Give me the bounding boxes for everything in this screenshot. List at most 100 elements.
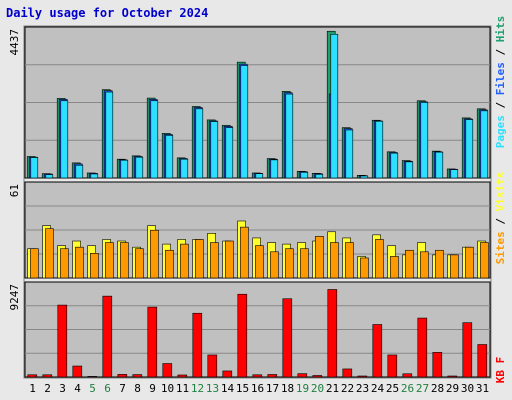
bar-kbytes — [87, 376, 98, 378]
day-label: 9 — [149, 382, 156, 395]
panel-2: 61 — [8, 181, 491, 279]
bar-kbytes — [57, 304, 68, 378]
legend-sites-visits: Sites / Visits — [494, 172, 507, 265]
bar-pages — [60, 100, 69, 179]
bar-kbytes — [207, 354, 218, 378]
day-label: 11 — [176, 382, 189, 395]
bar-kbytes — [42, 374, 53, 378]
bar-kbytes — [417, 317, 428, 378]
bar-kbytes — [432, 352, 443, 378]
day-label: 3 — [59, 382, 66, 395]
ymax-label: 9247 — [8, 284, 21, 311]
bar-pages — [435, 151, 444, 179]
bar-sites — [180, 243, 189, 279]
bar-pages — [120, 159, 129, 179]
bar-pages — [285, 93, 294, 179]
bar-pages — [270, 159, 279, 179]
bar-kbytes — [147, 306, 158, 378]
bar-sites — [450, 254, 459, 279]
day-label: 20 — [311, 382, 324, 395]
bar-kbytes — [102, 295, 113, 378]
day-label: 29 — [446, 382, 459, 395]
ymax-label: 61 — [8, 184, 21, 197]
day-label: 1 — [29, 382, 36, 395]
legend-pages-files-hits-part: Files — [494, 62, 507, 95]
bar-pages — [300, 171, 309, 179]
bar-sites — [405, 249, 414, 279]
bar-pages — [330, 33, 339, 179]
bar-sites — [435, 249, 444, 279]
bar-kbytes — [357, 375, 368, 378]
bar-sites — [195, 239, 204, 279]
bar-kbytes — [222, 370, 233, 378]
bar-sites — [225, 240, 234, 279]
bar-sites — [60, 248, 69, 279]
bar-kbytes — [462, 322, 473, 378]
day-label: 24 — [371, 382, 385, 395]
bar-sites — [105, 242, 114, 279]
day-label: 2 — [44, 382, 51, 395]
day-label: 25 — [386, 382, 399, 395]
day-label: 14 — [221, 382, 235, 395]
bar-sites — [375, 239, 384, 279]
bar-sites — [270, 251, 279, 279]
day-label: 19 — [296, 382, 309, 395]
ymax-label: 4437 — [8, 29, 21, 56]
day-label: 23 — [356, 382, 369, 395]
bar-pages — [480, 110, 489, 179]
bar-pages — [75, 164, 84, 179]
bar-pages — [390, 152, 399, 179]
panel-3: 9247 — [8, 281, 491, 378]
bar-kbytes — [312, 375, 323, 378]
bar-kbytes — [117, 374, 128, 378]
bar-kbytes — [192, 312, 203, 378]
bar-pages — [45, 174, 54, 179]
bar-pages — [180, 158, 189, 179]
legend-kbytes: KB F — [494, 357, 507, 384]
bar-sites — [120, 242, 129, 279]
bar-pages — [225, 127, 234, 179]
bar-pages — [105, 91, 114, 179]
bar-sites — [345, 242, 354, 279]
day-label: 4 — [74, 382, 81, 395]
day-label: 7 — [119, 382, 126, 395]
bar-pages — [30, 157, 39, 179]
bar-kbytes — [132, 374, 143, 378]
bar-kbytes — [282, 298, 293, 378]
bar-sites — [360, 257, 369, 279]
bar-kbytes — [267, 374, 278, 378]
day-label: 15 — [236, 382, 249, 395]
bar-kbytes — [162, 363, 173, 378]
day-label: 31 — [476, 382, 489, 395]
legend-sites-visits-part: / — [494, 211, 507, 231]
bar-pages — [345, 129, 354, 179]
bar-pages — [195, 108, 204, 179]
bar-sites — [75, 246, 84, 279]
bar-kbytes — [327, 289, 338, 378]
bar-kbytes — [237, 293, 248, 378]
bar-pages — [165, 135, 174, 179]
legend-sites-visits-part: Visits — [494, 172, 507, 212]
day-label: 5 — [89, 382, 96, 395]
legend-kbytes-part: KB F — [494, 357, 507, 384]
bar-pages — [315, 174, 324, 179]
bar-kbytes — [402, 373, 413, 378]
bar-kbytes — [342, 368, 353, 378]
bar-sites — [210, 242, 219, 279]
day-label: 28 — [431, 382, 444, 395]
bar-pages — [135, 156, 144, 179]
chart-frame — [23, 25, 492, 379]
day-label: 6 — [104, 382, 111, 395]
day-label: 12 — [191, 382, 204, 395]
bar-pages — [420, 102, 429, 179]
day-label: 22 — [341, 382, 354, 395]
bar-pages — [90, 173, 99, 179]
day-label: 17 — [266, 382, 279, 395]
bar-sites — [255, 245, 264, 279]
bar-sites — [480, 242, 489, 279]
bar-sites — [240, 226, 249, 279]
bar-pages — [210, 121, 219, 179]
bar-sites — [300, 248, 309, 279]
bar-sites — [315, 236, 324, 279]
